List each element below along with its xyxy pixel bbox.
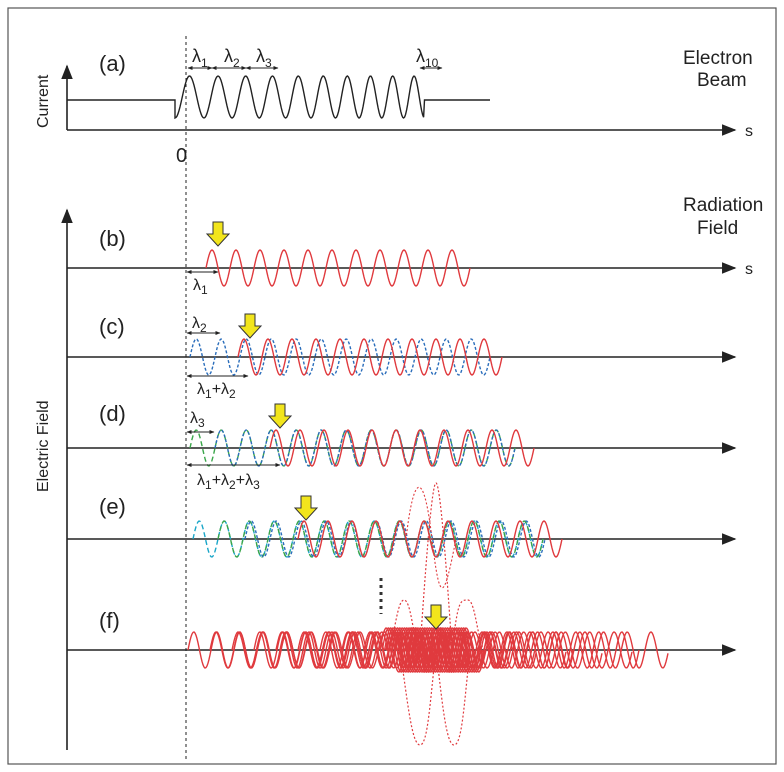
- radiation-field-title-1: Radiation: [683, 195, 763, 216]
- lambda2-label-c: λ2: [192, 315, 207, 335]
- amplified-trough-f-1: [399, 649, 437, 746]
- panel-label-e: (e): [99, 494, 126, 519]
- radiation-core-f-8: [395, 627, 472, 673]
- figure-frame: [7, 7, 777, 765]
- current-axis-label: Current: [35, 74, 52, 128]
- s-label-b: s: [745, 261, 753, 278]
- panel-label-a: (a): [99, 51, 126, 76]
- electron-beam-title-1: Electron: [683, 48, 753, 69]
- lambda3-label-a: λ3: [256, 46, 272, 70]
- radiation-core-f-6: [390, 627, 468, 673]
- radiation-waves-f: [187, 482, 669, 746]
- amplified-peak-f-3: [451, 599, 487, 651]
- radiation-wave-e-green: [217, 520, 544, 558]
- electron-beam-title-2: Beam: [697, 70, 747, 91]
- panel-label-b: (b): [99, 226, 126, 251]
- radiation-field-title-2: Field: [697, 218, 738, 239]
- radiation-wave-e-blue: [244, 520, 546, 558]
- radiation-core-f-11: [402, 627, 479, 673]
- amplified-peak-f-1: [385, 599, 421, 651]
- lambda1-label-b: λ1: [193, 277, 208, 297]
- lambda1-plus-lambda2-label: λ1+λ2: [197, 381, 236, 401]
- panel-label-f: (f): [99, 608, 120, 633]
- down-arrow-icon-b: [205, 221, 231, 247]
- radiation-core-f-7: [393, 627, 470, 673]
- down-arrow-icon-d: [267, 403, 293, 429]
- radiation-wave-b: [205, 249, 471, 287]
- down-arrow-icon-e: [293, 495, 319, 521]
- radiation-wave-b1: [205, 249, 471, 287]
- lambda3-label-d: λ3: [190, 410, 205, 430]
- amplified-peak-f-2: [419, 482, 453, 651]
- radiation-wave-c-red: [237, 338, 503, 376]
- radiation-core-f-12: [404, 627, 481, 673]
- radiation-wave-c-blue: [189, 338, 491, 376]
- radiation-core-f-4: [386, 627, 463, 673]
- radiation-waves-e: [192, 487, 563, 589]
- radiation-wave-d-red: [269, 429, 535, 467]
- zero-label: 0: [176, 145, 187, 167]
- radiation-waves-c: [189, 338, 503, 376]
- electron-beam-waveform: [67, 75, 490, 120]
- down-arrow-icon-c: [237, 313, 263, 339]
- down-arrow-icon-f: [423, 604, 449, 630]
- lambda2-label-a: λ2: [224, 46, 240, 70]
- radiation-core-f-14: [409, 627, 486, 673]
- radiation-growth-e: [405, 487, 457, 589]
- lambda1-2-3-label: λ1+λ2+λ3: [197, 472, 260, 492]
- electron-beam-current-wave: [67, 75, 490, 120]
- panel-label-c: (c): [99, 314, 125, 339]
- s-label-a: s: [745, 123, 753, 140]
- radiation-wave-d-blue: [214, 429, 516, 467]
- radiation-wave-e-red: [297, 520, 563, 558]
- electric-field-axis-label: Electric Field: [35, 400, 52, 492]
- panel-label-d: (d): [99, 401, 126, 426]
- lambda1-label-a: λ1: [192, 46, 208, 70]
- marker-arrows: [205, 221, 449, 630]
- lambda10-label-a: λ10: [416, 46, 439, 70]
- radiation-waves-d: [189, 429, 535, 467]
- radiation-core-f-10: [400, 627, 477, 673]
